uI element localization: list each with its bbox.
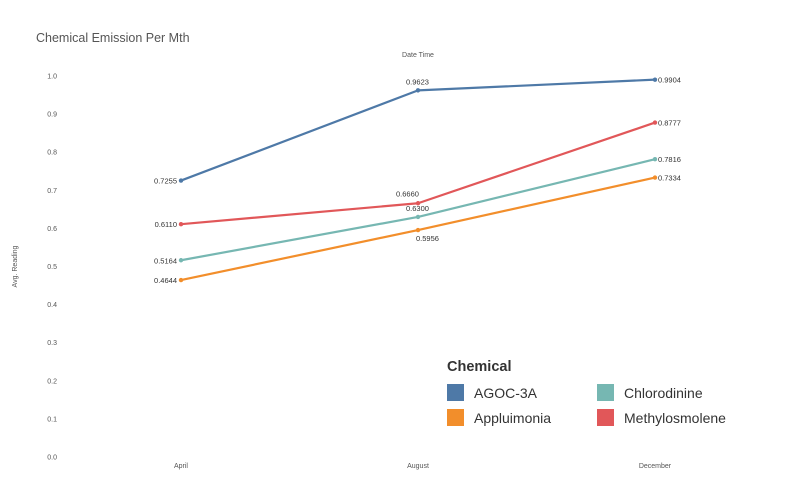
legend-item-chlorodinine[interactable]: Chlorodinine: [597, 384, 747, 401]
x-tick-label: December: [639, 463, 672, 470]
data-point-agoc-3a: [178, 178, 184, 183]
legend-items: AGOC-3A Chlorodinine Appluimonia Methylosmo…: [447, 384, 747, 426]
axis-layer: Date Time Avg. Reading 0.0 0.1 0.2 0.3 0.4 0.5 0…: [12, 52, 672, 470]
y-tick-label: 0.5: [47, 264, 57, 271]
data-point-agoc-3a: [652, 77, 658, 82]
y-tick-label: 0.7: [47, 188, 57, 195]
data-point-methylosmolene: [415, 201, 421, 206]
data-label-agoc-3a: 0.9623: [406, 77, 429, 86]
x-tick-label: August: [407, 463, 429, 470]
y-tick-label: 0.6: [47, 226, 57, 233]
x-tick-label: April: [174, 463, 188, 470]
data-label-methylosmolene: 0.6660: [396, 189, 419, 198]
legend-label: Chlorodinine: [624, 384, 703, 401]
data-label-chlorodinine: 0.6300: [406, 204, 429, 213]
data-point-methylosmolene: [178, 222, 184, 227]
series-line-agoc-3a: [179, 78, 657, 182]
y-tick-label: 0.9: [47, 112, 57, 119]
legend: Chemical AGOC-3A Chlorodinine Appluimonia M…: [447, 359, 747, 426]
legend-swatch: [447, 384, 464, 401]
y-tick-label: 0.2: [47, 378, 57, 385]
data-point-appluimonia: [178, 277, 184, 283]
column-header: Date Time: [402, 52, 434, 59]
data-label-appluimonia: 0.4644: [154, 276, 177, 285]
data-label-methylosmolene: 0.8777: [658, 119, 681, 128]
legend-label: Appluimonia: [474, 409, 552, 426]
y-tick-label: 0.1: [47, 416, 57, 423]
data-label-agoc-3a: 0.9904: [658, 76, 681, 85]
legend-item-appluimonia[interactable]: Appluimonia: [447, 409, 597, 426]
data-point-appluimonia: [415, 227, 421, 233]
y-tick-label: 0.3: [47, 340, 57, 347]
data-label-chlorodinine: 0.7816: [658, 155, 681, 164]
legend-swatch: [447, 409, 464, 426]
data-point-methylosmolene: [652, 120, 658, 125]
data-label-layer: 0.7255 0.9623 0.9904 0.4644 0.5956 0.7334 0.51…: [154, 76, 681, 285]
legend-item-methylosmolene[interactable]: Methylosmolene: [597, 409, 747, 426]
data-label-methylosmolene: 0.6110: [155, 220, 177, 229]
y-tick-label: 0.0: [47, 455, 57, 462]
data-label-chlorodinine: 0.5164: [154, 256, 177, 265]
legend-swatch: [597, 384, 614, 401]
series-layer: [178, 77, 658, 283]
legend-swatch: [597, 409, 614, 426]
y-tick-label: 0.8: [47, 150, 57, 157]
legend-item-agoc-3a[interactable]: AGOC-3A: [447, 384, 597, 401]
data-label-appluimonia: 0.7334: [658, 174, 681, 183]
legend-label: AGOC-3A: [474, 384, 538, 401]
data-point-agoc-3a: [415, 88, 421, 93]
y-tick-label: 0.4: [47, 302, 57, 309]
data-point-chlorodinine: [652, 157, 658, 162]
y-tick-label: 1.0: [47, 74, 57, 81]
data-point-appluimonia: [652, 175, 658, 180]
data-point-chlorodinine: [415, 214, 421, 220]
chart-title: Chemical Emission Per Mth: [36, 31, 190, 45]
y-axis-title: Avg. Reading: [12, 245, 19, 287]
legend-label: Methylosmolene: [624, 409, 726, 426]
data-point-chlorodinine: [178, 258, 184, 263]
data-label-appluimonia: 0.5956: [416, 234, 439, 243]
data-label-agoc-3a: 0.7255: [154, 177, 177, 186]
legend-title: Chemical: [447, 359, 512, 375]
